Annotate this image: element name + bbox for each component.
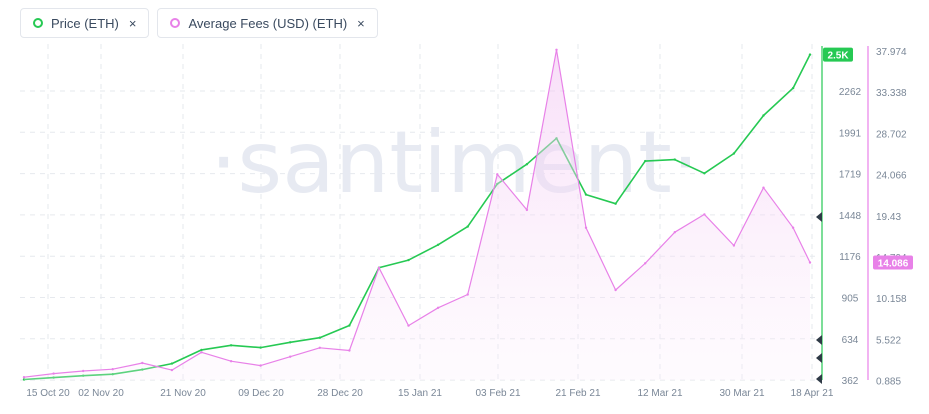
fees-data-point	[141, 361, 144, 365]
fees-data-point	[111, 368, 114, 371]
x-tick-label: 03 Feb 21	[475, 388, 520, 399]
y-left-tick-label: 1448	[839, 211, 862, 222]
remove-price-series-close-icon[interactable]: ×	[128, 15, 137, 31]
fees-data-point	[791, 226, 795, 229]
price-data-point	[673, 158, 676, 161]
fees-data-point	[22, 376, 26, 379]
plot-area	[22, 48, 812, 381]
price-data-point	[762, 114, 765, 117]
x-tick-label: 15 Oct 20	[26, 388, 70, 399]
y-right-tick-label: 0.885	[876, 377, 901, 388]
fees-data-point	[466, 293, 469, 296]
x-tick-label: 12 Mar 21	[637, 388, 682, 399]
axis-marker-icon	[816, 353, 822, 363]
x-tick-label: 02 Nov 20	[78, 388, 124, 399]
fees-area-fill	[24, 49, 810, 381]
axis-marker-icon	[816, 212, 822, 222]
price-series-marker-icon	[33, 18, 43, 28]
x-tick-label: 18 Apr 21	[791, 388, 834, 399]
price-data-point	[259, 346, 262, 349]
fees-data-point	[644, 262, 647, 265]
fees-data-point	[82, 369, 85, 373]
price-data-point	[584, 193, 588, 196]
price-data-point	[614, 202, 617, 205]
y-left-tick-label: 634	[842, 335, 859, 346]
y-right-tick-label: 10.158	[876, 294, 907, 305]
legend: Price (ETH) × Average Fees (USD) (ETH) ×	[20, 8, 378, 38]
price-data-point	[436, 243, 440, 246]
fees-data-point	[555, 48, 558, 51]
fees-data-point	[318, 346, 321, 349]
fees-series-line	[23, 49, 811, 378]
price-current-value-badge	[823, 47, 853, 62]
fees-data-point	[496, 173, 499, 176]
watermark: ·santiment·	[210, 113, 699, 213]
fees-current-value-label: 14.086	[878, 259, 909, 270]
fees-current-value-badge	[873, 255, 913, 270]
y-right-tick-label: 5.522	[876, 335, 901, 346]
fees-data-point	[289, 355, 292, 358]
axis-marker-icon	[816, 335, 822, 345]
fees-data-point	[377, 266, 381, 269]
fees-data-point	[170, 368, 174, 372]
y-right-tick-label: 24.066	[876, 171, 907, 182]
fees-data-point	[348, 349, 351, 352]
y-left-tick-label: 2262	[839, 87, 862, 98]
x-tick-label: 30 Mar 21	[719, 388, 764, 399]
price-data-point	[525, 163, 529, 166]
fees-data-point	[200, 351, 203, 354]
legend-chip-fees[interactable]: Average Fees (USD) (ETH) ×	[157, 8, 378, 38]
fees-data-point	[259, 364, 262, 367]
fees-data-point	[808, 261, 812, 264]
price-data-point	[229, 344, 233, 347]
x-tick-label: 09 Dec 20	[238, 388, 284, 399]
price-current-value-label: 2.5K	[827, 51, 849, 62]
price-data-point	[791, 86, 795, 90]
fees-data-point	[584, 226, 588, 229]
price-data-point	[170, 362, 174, 365]
fees-data-point	[673, 231, 676, 234]
y-left-tick-label: 362	[842, 376, 859, 387]
price-data-point	[348, 324, 351, 327]
price-data-point	[318, 336, 321, 339]
fees-data-point	[703, 213, 706, 216]
fees-data-point	[52, 372, 55, 375]
legend-chip-price[interactable]: Price (ETH) ×	[20, 8, 150, 38]
legend-label-price: Price (ETH)	[51, 15, 119, 31]
fees-data-point	[436, 306, 440, 309]
fees-data-point	[229, 360, 233, 363]
y-right-tick-label: 28.702	[876, 129, 907, 140]
x-tick-label: 21 Nov 20	[160, 388, 206, 399]
x-tick-label: 28 Dec 20	[317, 388, 363, 399]
y-left-tick-label: 1176	[839, 252, 861, 263]
legend-label-fees: Average Fees (USD) (ETH)	[188, 15, 348, 31]
fees-data-point	[407, 324, 410, 327]
price-data-point	[732, 152, 736, 155]
y-right-tick-label: 19.43	[876, 212, 901, 223]
y-right-tick-label: 33.338	[876, 88, 907, 99]
price-data-point	[703, 172, 706, 175]
fees-data-point	[614, 288, 617, 292]
remove-fees-series-close-icon[interactable]: ×	[357, 15, 365, 31]
y-left-tick-label: 1719	[839, 170, 862, 181]
fees-series-marker-icon	[170, 18, 181, 28]
price-data-point	[407, 258, 410, 262]
y-left-tick-label: 1991	[839, 128, 862, 139]
price-data-point	[644, 159, 647, 163]
y-right-tick-label: 37.974	[876, 47, 907, 58]
price-data-point	[200, 348, 203, 352]
price-data-point	[289, 341, 292, 344]
fees-data-point	[525, 208, 529, 212]
fees-data-point	[762, 186, 765, 189]
y-left-tick-label: 905	[842, 294, 859, 305]
axes: 2262 1991 1719 1448 1176 905 634 362 37.974 33.33…	[26, 46, 913, 399]
price-data-point	[808, 53, 812, 56]
fees-data-point	[732, 244, 736, 247]
x-tick-label: 15 Jan 21	[398, 388, 442, 399]
x-tick-label: 21 Feb 21	[555, 388, 600, 399]
price-data-point	[466, 225, 469, 228]
axis-marker-icon	[816, 374, 822, 384]
